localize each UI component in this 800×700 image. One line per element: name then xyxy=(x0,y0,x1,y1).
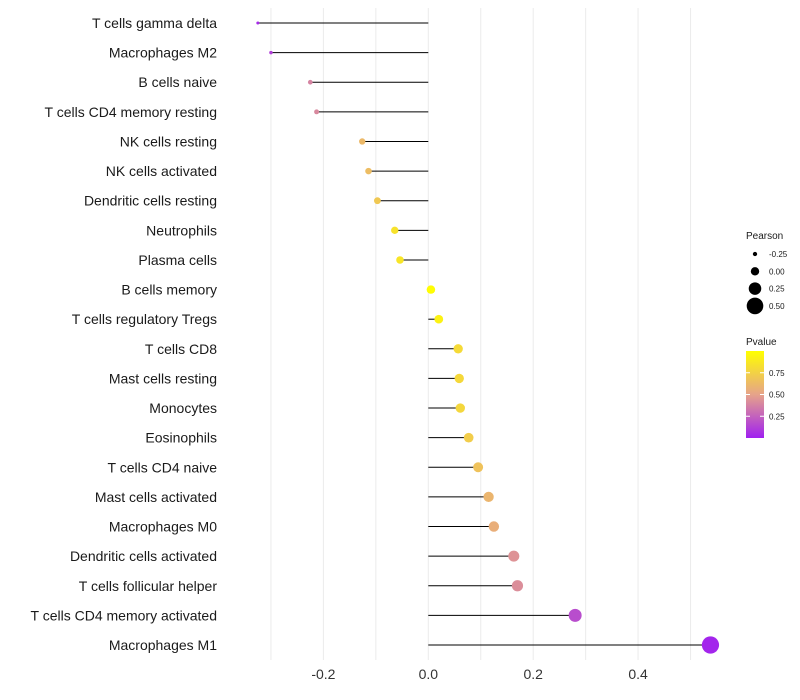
category-label: NK cells activated xyxy=(106,163,217,179)
category-label: B cells naive xyxy=(138,74,217,90)
category-label: Neutrophils xyxy=(146,222,217,238)
category-label: Dendritic cells activated xyxy=(70,548,217,564)
lollipop-point xyxy=(396,256,404,264)
lollipop-point xyxy=(256,21,260,25)
lollipop-point xyxy=(473,462,484,473)
lollipop-point xyxy=(426,285,436,294)
lollipop-point xyxy=(488,521,500,532)
category-label: Mast cells resting xyxy=(109,370,217,386)
pvalue-legend-label: 0.25 xyxy=(769,412,785,421)
x-tick-label: 0.4 xyxy=(628,666,648,682)
category-labels: T cells gamma delta Macrophages M2 B cells… xyxy=(31,15,218,653)
legends: Pearson -0.25 0.00 0.25 0.50 Pvalue 0.75 0.5… xyxy=(746,231,788,438)
pearson-legend-label: 0.25 xyxy=(769,285,785,294)
category-label: Monocytes xyxy=(149,400,217,416)
lollipop-point xyxy=(453,344,463,354)
category-label: T cells CD4 memory resting xyxy=(45,104,217,120)
pvalue-colorbar xyxy=(746,351,764,438)
lollipop-point xyxy=(307,79,313,85)
pvalue-legend-title: Pvalue xyxy=(746,337,777,348)
x-axis-ticks: -0.2 0.0 0.2 0.4 xyxy=(311,666,648,682)
lollipop-point xyxy=(463,432,474,443)
category-label: T cells CD4 naive xyxy=(108,459,218,475)
category-label: B cells memory xyxy=(121,282,217,298)
grid-lines xyxy=(270,8,692,660)
lollipop-point xyxy=(314,109,320,115)
lollipop-point xyxy=(374,197,381,205)
category-label: Mast cells activated xyxy=(95,489,217,505)
category-label: Macrophages M1 xyxy=(109,637,217,653)
category-label: Macrophages M0 xyxy=(109,519,217,535)
category-label: Eosinophils xyxy=(145,430,217,446)
lollipop-point xyxy=(454,373,464,384)
category-label: T cells gamma delta xyxy=(92,15,217,31)
pearson-legend-items: -0.25 0.00 0.25 0.50 xyxy=(746,250,788,315)
lollipop-point xyxy=(434,314,444,324)
pearson-legend-label: 0.50 xyxy=(769,302,785,311)
category-label: Plasma cells xyxy=(138,252,217,268)
pearson-legend-dot xyxy=(750,267,760,276)
lollipop-point xyxy=(455,403,465,413)
pvalue-legend-ticks: 0.75 0.50 0.25 xyxy=(746,369,785,421)
lollipop-point xyxy=(269,50,273,55)
lollipop-point xyxy=(365,167,372,175)
pvalue-legend-label: 0.75 xyxy=(769,369,785,378)
category-label: T cells CD4 memory activated xyxy=(31,607,217,623)
lollipop-point xyxy=(701,636,720,654)
category-label: T cells regulatory Tregs xyxy=(72,311,217,327)
x-tick-label: 0.0 xyxy=(419,666,439,682)
pearson-legend-label: 0.00 xyxy=(769,267,785,276)
category-label: Dendritic cells resting xyxy=(84,193,217,209)
pearson-legend-dot xyxy=(752,251,758,257)
x-tick-label: 0.2 xyxy=(523,666,543,682)
lollipop-point xyxy=(508,550,520,562)
pvalue-legend-label: 0.50 xyxy=(769,391,785,400)
category-label: T cells CD8 xyxy=(145,341,217,357)
lollipop-point xyxy=(483,491,494,503)
pearson-legend-title: Pearson xyxy=(746,231,783,242)
lollipop-point xyxy=(359,138,366,145)
pearson-legend-dot xyxy=(746,297,764,315)
category-label: T cells follicular helper xyxy=(79,578,218,594)
category-label: Macrophages M2 xyxy=(109,45,217,61)
stems xyxy=(257,22,711,646)
lollipop-point xyxy=(391,226,399,235)
pearson-legend-dot xyxy=(748,282,762,295)
lollipop-point xyxy=(511,580,524,592)
category-label: NK cells resting xyxy=(120,133,217,149)
points xyxy=(256,21,720,654)
lollipop-point xyxy=(568,608,582,622)
x-tick-label: -0.2 xyxy=(311,666,335,682)
pearson-legend-label: -0.25 xyxy=(769,250,788,259)
